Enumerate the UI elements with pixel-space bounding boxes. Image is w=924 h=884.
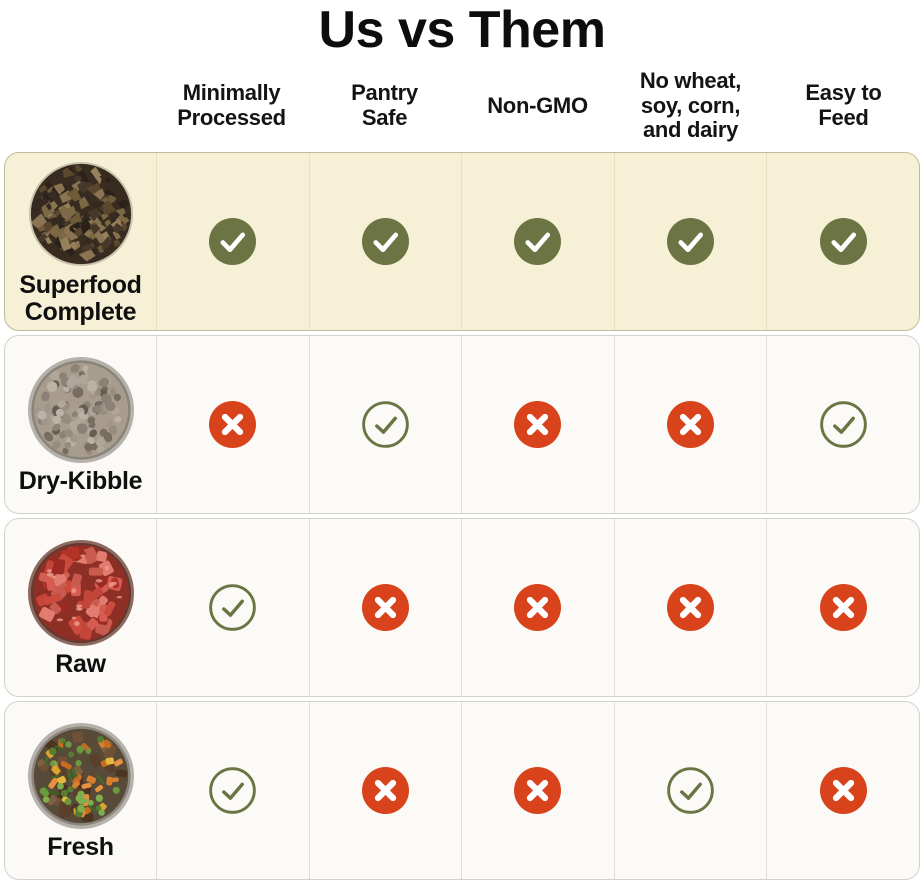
row-label-raw: Raw bbox=[55, 650, 106, 679]
cell-superfood-complete-pantry-safe bbox=[308, 153, 462, 330]
cell-fresh-non-gmo bbox=[461, 702, 614, 879]
cell-dry-kibble-pantry-safe bbox=[308, 336, 462, 513]
row-raw: Raw bbox=[4, 518, 920, 697]
row-dry-kibble: Dry-Kibble bbox=[4, 335, 920, 514]
cross-icon bbox=[514, 401, 562, 448]
raw-meat-bowl-photo bbox=[27, 539, 135, 647]
check-icon bbox=[514, 218, 562, 265]
cell-dry-kibble-minimally-processed bbox=[156, 336, 309, 513]
check-outline-icon bbox=[667, 767, 714, 814]
check-outline-icon bbox=[209, 767, 257, 814]
cell-raw-non-gmo bbox=[461, 519, 614, 696]
cross-icon bbox=[819, 767, 867, 814]
cell-fresh-easy-to-feed bbox=[766, 702, 919, 879]
cell-dry-kibble-no-wheat-soy-corn-dairy bbox=[613, 336, 767, 513]
cell-superfood-complete-no-wheat-soy-corn-dairy bbox=[613, 153, 767, 330]
cell-dry-kibble-easy-to-feed bbox=[766, 336, 919, 513]
cross-icon bbox=[819, 584, 867, 631]
check-icon bbox=[819, 218, 867, 265]
column-header-minimally-processed: Minimally Processed bbox=[177, 80, 286, 130]
cross-icon bbox=[667, 584, 715, 631]
cell-fresh-product: Fresh bbox=[5, 702, 156, 879]
page-title: Us vs Them bbox=[318, 1, 606, 59]
cell-dry-kibble-product: Dry-Kibble bbox=[5, 336, 156, 513]
cell-fresh-no-wheat-soy-corn-dairy bbox=[613, 702, 767, 879]
cell-raw-minimally-processed bbox=[156, 519, 309, 696]
cell-fresh-pantry-safe bbox=[308, 702, 462, 879]
cross-icon bbox=[361, 584, 409, 631]
cross-icon bbox=[361, 767, 409, 814]
column-header-non-gmo: Non-GMO bbox=[487, 92, 588, 118]
row-label-dry-kibble: Dry-Kibble bbox=[18, 467, 143, 496]
table-header: Minimally Processed Pantry Safe Non-GMO No … bbox=[4, 60, 920, 152]
cross-icon bbox=[514, 584, 562, 631]
cell-superfood-complete-easy-to-feed bbox=[766, 153, 919, 330]
column-header-pantry-safe: Pantry Safe bbox=[351, 80, 418, 130]
column-header-no-wheat-soy-corn-dairy: No wheat, soy, corn, and dairy bbox=[639, 68, 742, 143]
row-superfood-complete: Superfood Complete bbox=[4, 152, 920, 331]
row-fresh: Fresh bbox=[4, 701, 920, 880]
cell-superfood-complete-minimally-processed bbox=[156, 153, 309, 330]
cell-raw-no-wheat-soy-corn-dairy bbox=[613, 519, 767, 696]
cross-icon bbox=[667, 401, 715, 448]
comparison-table-body: Superfood Complete Dry-Kibble Raw Fresh bbox=[0, 152, 924, 880]
dry-kibble-bowl-photo bbox=[27, 356, 135, 464]
row-label-superfood-complete: Superfood Complete bbox=[19, 271, 142, 326]
cell-superfood-complete-product: Superfood Complete bbox=[5, 153, 156, 330]
cell-raw-product: Raw bbox=[5, 519, 156, 696]
cell-superfood-complete-non-gmo bbox=[461, 153, 614, 330]
column-header-easy-to-feed: Easy to Feed bbox=[805, 80, 882, 130]
cross-icon bbox=[209, 401, 257, 448]
row-label-fresh: Fresh bbox=[47, 833, 114, 862]
fresh-food-bowl-photo bbox=[27, 722, 135, 830]
cross-icon bbox=[514, 767, 562, 814]
cell-dry-kibble-non-gmo bbox=[461, 336, 614, 513]
cell-raw-easy-to-feed bbox=[766, 519, 919, 696]
cell-raw-pantry-safe bbox=[308, 519, 462, 696]
check-outline-icon bbox=[209, 584, 257, 631]
check-outline-icon bbox=[362, 401, 409, 448]
superfood-complete-kibble-photo bbox=[27, 160, 135, 268]
cell-fresh-minimally-processed bbox=[156, 702, 309, 879]
check-icon bbox=[667, 218, 715, 265]
check-outline-icon bbox=[819, 401, 867, 448]
check-icon bbox=[361, 218, 409, 265]
check-icon bbox=[209, 218, 257, 265]
